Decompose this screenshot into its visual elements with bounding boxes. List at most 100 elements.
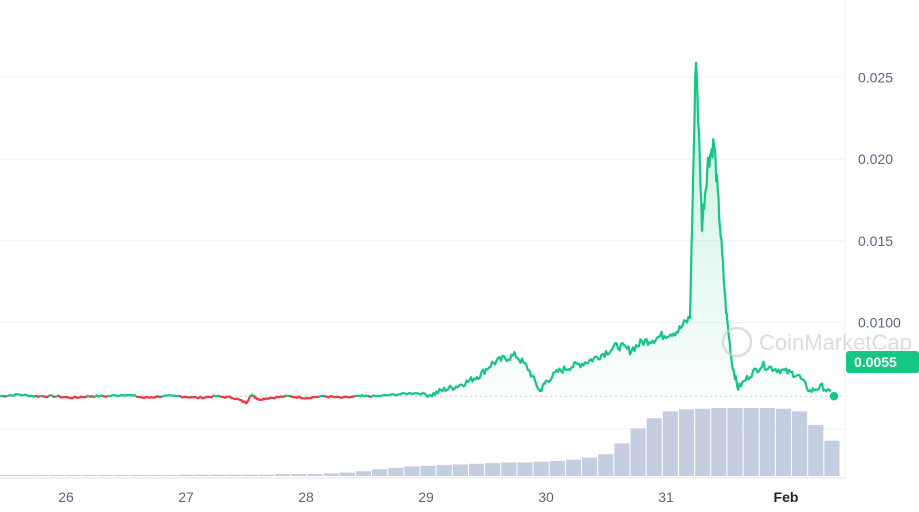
volume-bar [0, 475, 16, 476]
y-tick-label: 0.025 [858, 69, 893, 85]
volume-bar [824, 440, 840, 476]
volume-bar [759, 408, 775, 476]
price-line-segment [726, 321, 730, 330]
volume-bar [695, 408, 711, 476]
x-tick-label: 27 [178, 489, 194, 505]
volume-bar [129, 475, 145, 476]
price-line-segment [694, 61, 698, 76]
volume-bar [242, 474, 258, 476]
price-line-segment [716, 187, 720, 198]
volume-bar [582, 457, 598, 476]
volume-bar [372, 469, 388, 476]
volume-bar [775, 408, 792, 476]
volume-bar [549, 461, 565, 476]
x-tick-label: 31 [658, 489, 674, 505]
volume-bar [646, 418, 662, 476]
price-line-segment [721, 252, 725, 264]
volume-bar [16, 475, 32, 476]
price-line-segment [708, 153, 712, 168]
price-line-segment [698, 155, 702, 189]
x-tick-label: Feb [774, 489, 799, 505]
volume-bar [258, 474, 275, 476]
volume-bar [517, 462, 533, 476]
current-price-label: 0.0055 [854, 354, 897, 370]
volume-bar [792, 411, 808, 476]
price-line-segment [724, 294, 728, 315]
current-price-dot [828, 390, 840, 402]
volume-bar [727, 408, 743, 476]
x-tick-label: 26 [58, 489, 74, 505]
volume-bar [194, 474, 210, 476]
price-line-segment [721, 261, 725, 280]
current-price-badge: 0.0055 [846, 351, 919, 373]
price-line-segment [728, 341, 732, 355]
volume-bar [162, 475, 178, 476]
price-line-segment [691, 182, 695, 224]
volume-bar [226, 474, 242, 476]
price-line-segment [718, 226, 722, 238]
price-line-segment [692, 118, 696, 155]
volume-bar [485, 463, 501, 476]
volume-bar [678, 409, 695, 476]
volume-bar [339, 472, 355, 476]
price-line-segment [722, 277, 726, 291]
x-tick-label: 29 [418, 489, 434, 505]
volume-bar [81, 475, 97, 476]
volume-bar [323, 473, 339, 476]
volume-bar [420, 465, 436, 476]
watermark-logo-icon [721, 326, 753, 358]
price-line-segment [690, 221, 694, 249]
price-line-segment [718, 217, 722, 229]
volume-bar [501, 462, 517, 476]
watermark: CoinMarketCap [721, 326, 912, 358]
volume-bar [97, 475, 113, 476]
volume-bar [388, 467, 404, 476]
y-tick-label: 0.0100 [858, 315, 901, 331]
y-tick-label: 0.015 [858, 233, 893, 249]
price-line-segment [699, 185, 703, 201]
volume-bar [32, 475, 48, 476]
volume-bars [0, 408, 840, 476]
price-line-segment [691, 152, 695, 185]
x-tick-label: 30 [538, 489, 554, 505]
volume-bar [808, 425, 824, 476]
volume-bar [113, 475, 129, 476]
volume-bar [404, 466, 420, 476]
price-line-segment [820, 382, 825, 392]
price-line-segment [703, 194, 707, 210]
price-line-segment [717, 195, 721, 220]
current-price-badge-bg [846, 351, 919, 373]
volume-bar [436, 465, 452, 476]
volume-bar [291, 473, 307, 476]
x-tick-label: 28 [298, 489, 314, 505]
price-line-segment [705, 169, 709, 189]
watermark-text: CoinMarketCap [759, 330, 912, 355]
volume-bar [468, 463, 485, 476]
price-area [0, 62, 834, 397]
y-axis: 0.025 0.020 0.015 0.0100 [858, 69, 901, 330]
volume-bar [307, 473, 323, 476]
price-line-segment [762, 360, 767, 371]
x-axis: 26 27 28 29 30 31 Feb [58, 489, 798, 505]
price-line-segment [725, 312, 729, 324]
volume-bar [743, 408, 759, 476]
price-line-segment [720, 238, 724, 255]
price-line-segment [688, 286, 692, 320]
volume-bar [598, 454, 614, 476]
volume-bar [630, 428, 646, 476]
volume-bar [355, 471, 372, 476]
price-line-segment [697, 131, 701, 158]
grid-layer [0, 0, 846, 479]
price-line-segment [697, 122, 701, 134]
volume-bar [662, 411, 678, 476]
volume-bar [275, 473, 291, 476]
volume-bar [178, 474, 194, 476]
price-line-segment [713, 147, 717, 160]
volume-bar [533, 461, 549, 476]
volume-bar [452, 464, 468, 476]
y-tick-label: 0.020 [858, 151, 893, 167]
price-line-segment [693, 75, 697, 121]
price-line-segment [695, 73, 699, 99]
volume-bar [145, 475, 162, 476]
price-line-segment [696, 96, 700, 125]
